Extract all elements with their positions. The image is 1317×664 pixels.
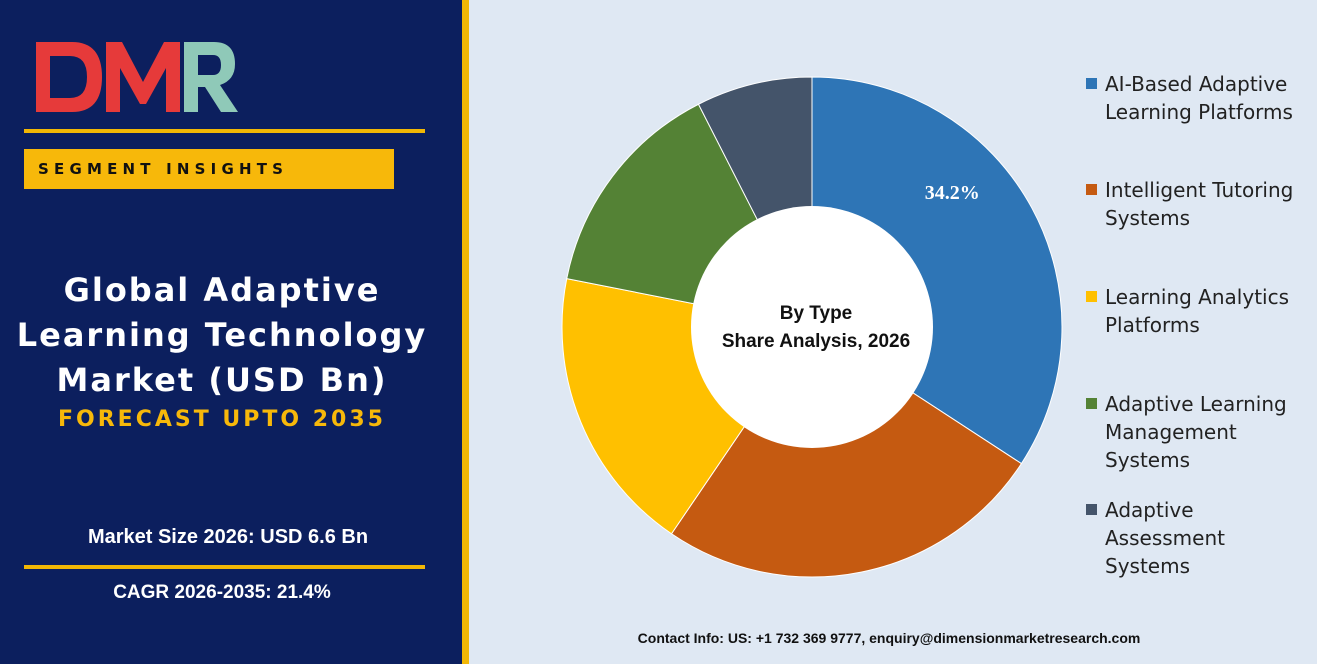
stats-divider [24,565,425,569]
donut-chart: By Type Share Analysis, 2026 34.2% [561,76,1063,578]
cagr-stat: CAGR 2026-2035: 21.4% [113,582,331,603]
legend-swatch-4 [1086,398,1097,409]
forecast-subtitle: FORECAST UPTO 2035 [58,407,386,432]
title-line-2: Learning Technology [16,316,428,354]
center-subtitle: Share Analysis, 2026 [722,331,910,352]
legend-label-5: Adaptive Assessment Systems [1105,498,1225,578]
legend-label-4: Adaptive Learning Management Systems [1105,392,1287,472]
logo-letter-r [184,42,238,112]
data-label-1: 34.2% [925,182,980,204]
dmr-logo [36,42,238,112]
market-size-stat: Market Size 2026: USD 6.6 Bn [87,526,369,548]
segment-insights-banner: SEGMENT INSIGHTS [24,149,394,189]
logo-letter-m [106,42,180,112]
data-label-group: 34.2% [925,182,980,204]
legend-swatch-2 [1086,184,1097,195]
legend-label-2: Intelligent Tutoring Systems [1105,178,1294,230]
panel-divider [462,0,469,664]
legend-swatch-5 [1086,504,1097,515]
legend-swatch-1 [1086,78,1097,89]
slice-2 [670,326,1023,578]
legend-label-1: AI-Based Adaptive Learning Platforms [1105,72,1293,124]
logo-letter-d [36,42,102,112]
donut-hole [691,206,933,448]
title-line-3: Market (USD Bn) [56,361,388,399]
legend-swatch-3 [1086,291,1097,302]
report-title: Global Adaptive Learning Technology Mark… [0,268,444,437]
contact-info: Contact Info: US: +1 732 369 9777, enqui… [637,630,1141,646]
logo-underline [24,129,425,133]
title-line-1: Global Adaptive [63,271,381,309]
legend-label-3: Learning Analytics Platforms [1105,285,1290,337]
left-panel: SEGMENT INSIGHTS Global Adaptive Learnin… [0,0,462,664]
center-title: By Type [780,303,853,324]
